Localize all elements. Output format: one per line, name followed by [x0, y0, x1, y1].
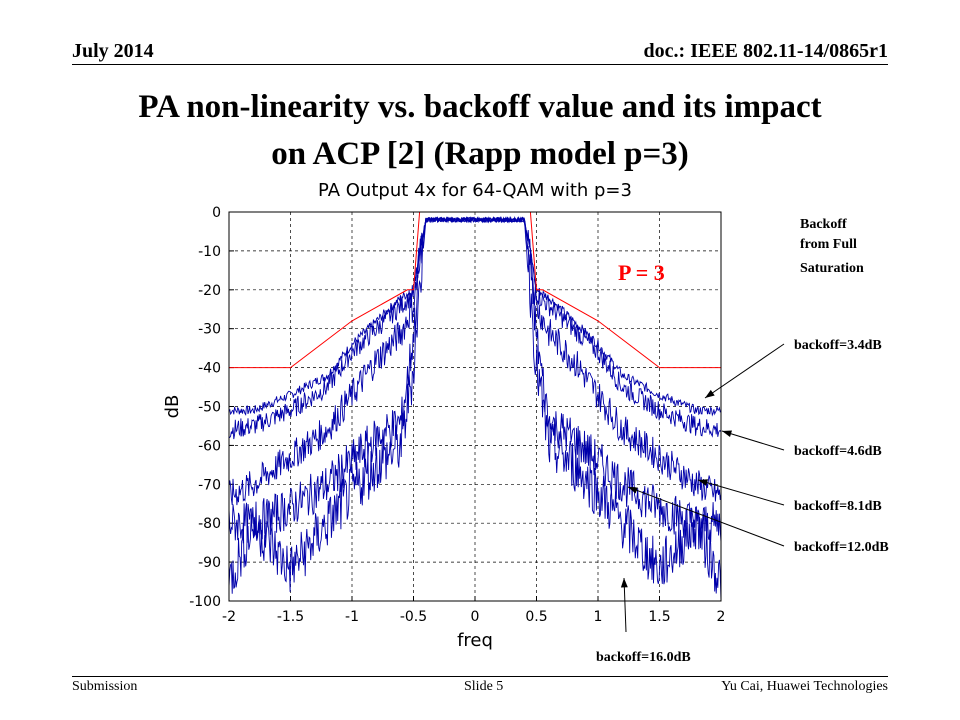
- x-tick-label: 0.5: [525, 609, 547, 625]
- x-tick-label: 2: [717, 609, 726, 625]
- y-tick-label: -30: [198, 322, 221, 338]
- chart-title: PA Output 4x for 64-QAM with p=3: [318, 180, 632, 201]
- y-tick-label: 0: [212, 205, 221, 221]
- series-label: backoff=4.6dB: [794, 444, 882, 459]
- slide-title-line2: on ACP [2] (Rapp model p=3): [271, 136, 689, 172]
- legend-title-line: from Full: [800, 237, 857, 252]
- header-date: July 2014: [72, 40, 154, 62]
- series-line: [228, 216, 722, 440]
- x-axis-label: freq: [457, 630, 493, 651]
- series-label: backoff=8.1dB: [794, 499, 882, 514]
- y-tick-label: -80: [198, 516, 221, 532]
- series-label: backoff=3.4dB: [794, 338, 882, 353]
- callout-arrowhead: [620, 578, 628, 588]
- slide-title-line1: PA non-linearity vs. backoff value and i…: [138, 89, 822, 125]
- y-tick-label: -70: [198, 477, 221, 493]
- footer-slide-number: Slide 5: [464, 679, 504, 694]
- series-line: [228, 215, 722, 602]
- callout-line: [721, 430, 785, 451]
- y-tick-label: -100: [189, 594, 221, 610]
- x-tick-label: -0.5: [400, 609, 427, 625]
- y-tick-label: -90: [198, 555, 221, 571]
- axis-ticks: -2 -1.5 -1 -0.5 0 0.5 1 1.5 2 0 -10 -20 -30 -40 -50 -60…: [189, 205, 725, 625]
- footer-submission: Submission: [72, 679, 138, 694]
- y-tick-label: -10: [198, 244, 221, 260]
- x-tick-label: 0: [471, 609, 480, 625]
- series-label: backoff=16.0dB: [596, 650, 691, 665]
- x-tick-label: -2: [222, 609, 236, 625]
- axes-box: [228, 211, 722, 602]
- callout-line: [697, 479, 785, 506]
- legend-title-line: Saturation: [800, 261, 864, 276]
- legend-title-line: Backoff: [800, 217, 847, 232]
- callout-arrowhead: [628, 487, 638, 494]
- series-label: backoff=12.0dB: [794, 540, 889, 555]
- x-tick-label: -1: [345, 609, 359, 625]
- callout-arrowhead: [705, 389, 715, 398]
- header-rule: [72, 64, 888, 65]
- x-tick-label: 1: [594, 609, 603, 625]
- footer-author: Yu Cai, Huawei Technologies: [721, 679, 888, 694]
- y-tick-label: -40: [198, 361, 221, 377]
- header-doc-id: doc.: IEEE 802.11-14/0865r1: [643, 40, 888, 62]
- callout-line: [627, 486, 785, 547]
- callout-arrowhead: [722, 430, 732, 437]
- x-tick-label: -1.5: [277, 609, 304, 625]
- y-tick-label: -50: [198, 400, 221, 416]
- y-tick-label: -20: [198, 283, 221, 299]
- series-line: [228, 216, 722, 544]
- y-axis-label: dB: [162, 395, 183, 419]
- legend-title: Backoff from Full Saturation: [800, 217, 864, 276]
- footer-rule: [72, 676, 888, 677]
- p-label: P = 3: [618, 260, 665, 285]
- callout-arrowhead: [698, 479, 708, 486]
- y-tick-label: -60: [198, 438, 221, 454]
- x-tick-label: 1.5: [648, 609, 670, 625]
- series-labels: backoff=3.4dB backoff=4.6dB backoff=8.1dB b…: [596, 338, 889, 665]
- callout-line: [704, 343, 785, 399]
